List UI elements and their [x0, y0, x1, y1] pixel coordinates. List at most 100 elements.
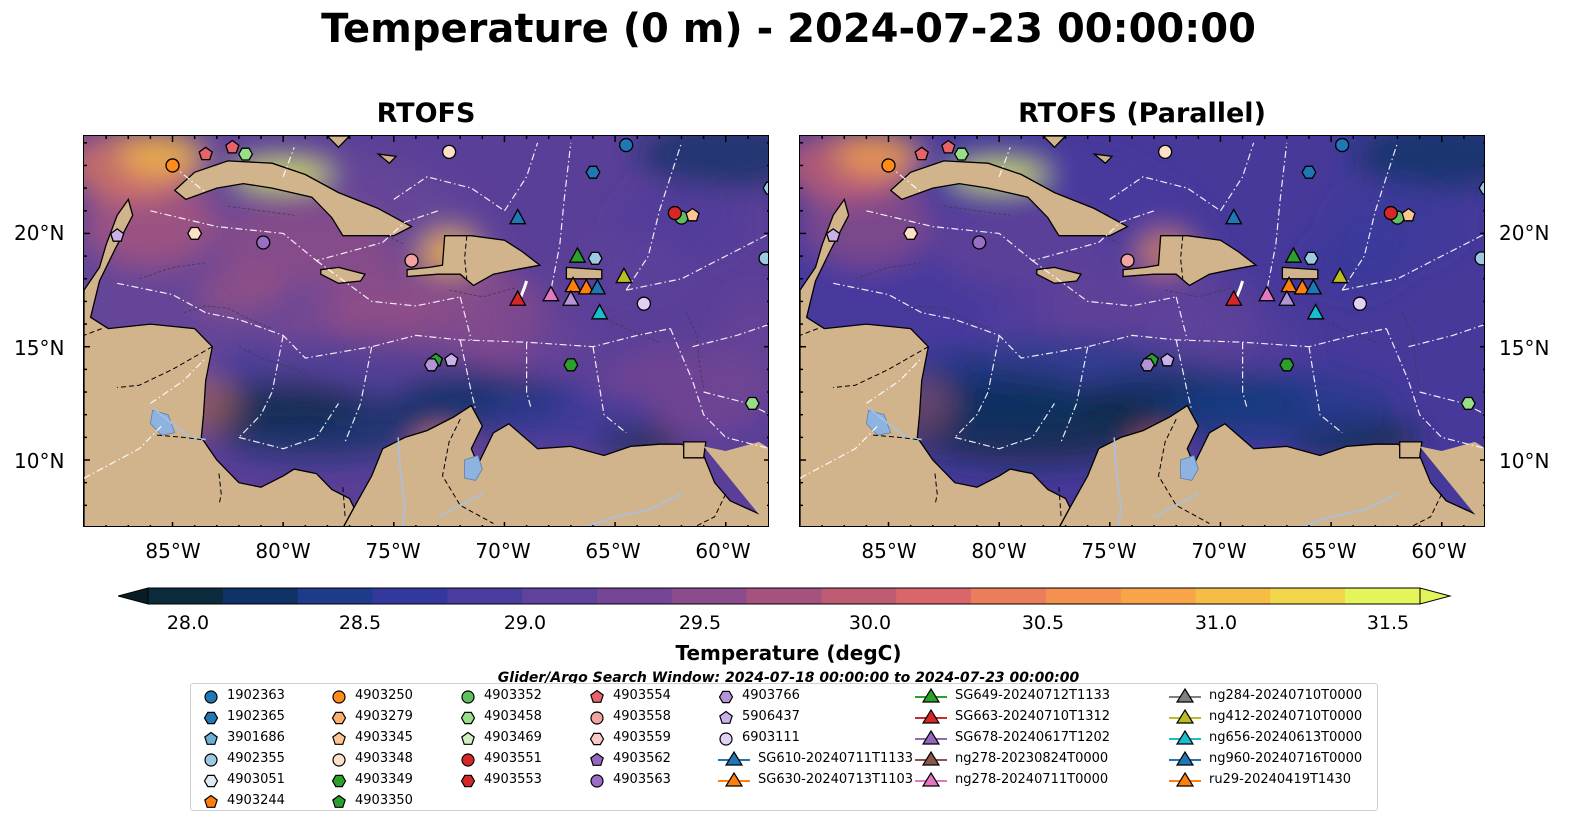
panel-title-rtofs: RTOFS	[376, 98, 476, 129]
legend-symbol	[1175, 729, 1195, 745]
marker-4903348[interactable]	[441, 144, 457, 160]
marker-4903469[interactable]	[237, 147, 254, 161]
marker-4902355b[interactable]	[1474, 251, 1485, 266]
marker-4902355b[interactable]	[758, 251, 769, 266]
legend-label: 4903345	[355, 730, 413, 745]
marker-ru29-20240419T1430[interactable]	[577, 278, 596, 295]
legend-item: 4903562	[587, 748, 671, 769]
eez-line	[1408, 324, 1484, 348]
marker-4903563[interactable]	[256, 235, 271, 250]
marker-SG649-20240712T1133[interactable]	[1284, 246, 1303, 263]
marker-SG649-20240712T1133[interactable]	[568, 246, 587, 263]
marker-6903111[interactable]	[636, 296, 652, 311]
marker-4903559[interactable]	[187, 226, 203, 240]
marker-4903244[interactable]	[198, 146, 213, 161]
lat-label-15n-right: 15°N	[1499, 336, 1550, 360]
legend-label: 4903559	[613, 730, 671, 745]
marker-ng278-20240711T0000[interactable]	[1258, 285, 1276, 302]
marker-SG630-20240713T1103[interactable]	[564, 276, 582, 293]
legend-label: SG663-20240710T1312	[955, 709, 1111, 724]
temperature-patch	[482, 387, 660, 442]
marker-SG663-20240710T1312[interactable]	[508, 289, 527, 306]
marker-4903345[interactable]	[1401, 207, 1416, 222]
marker-4903554[interactable]	[941, 139, 956, 154]
marker-SG663-20240710T1312[interactable]	[1224, 289, 1243, 306]
border-line	[342, 487, 346, 517]
marker-ru29-20240419T1430[interactable]	[1293, 278, 1312, 295]
marker-4903469[interactable]	[953, 147, 970, 161]
marker-4903558[interactable]	[1120, 253, 1135, 268]
map-panel-rtofs-parallel[interactable]	[799, 135, 1485, 527]
marker-4903458[interactable]	[744, 396, 760, 410]
lon-label-85w-b: 85°W	[861, 539, 917, 563]
legend-item: ng656-20240613T0000	[1167, 727, 1362, 748]
legend-item: 4903352	[458, 685, 542, 706]
marker-6903111[interactable]	[1352, 296, 1368, 311]
marker-4902355[interactable]	[587, 251, 603, 265]
marker-ng278-20240711T0000[interactable]	[542, 285, 560, 302]
platform-markers	[825, 137, 1485, 410]
marker-4903766[interactable]	[1139, 358, 1156, 372]
legend-label: 6903111	[742, 730, 800, 745]
marker-SG678-20240617T1202[interactable]	[562, 289, 580, 306]
marker-ng412-20240710T0000[interactable]	[1331, 266, 1349, 284]
marker-4903763[interactable]	[1383, 205, 1398, 221]
map-panel-rtofs[interactable]	[83, 135, 769, 527]
marker-1902363[interactable]	[1335, 137, 1350, 153]
lat-label-10n-left: 10°N	[14, 449, 65, 473]
border-line	[84, 328, 102, 336]
marker-4903554[interactable]	[225, 139, 240, 154]
river	[1301, 493, 1398, 526]
legend-item: 1902363	[201, 685, 285, 706]
marker-ng412-20240710T0000[interactable]	[615, 266, 633, 284]
border-line	[441, 418, 494, 524]
marker-SG610-20240711T1133[interactable]	[508, 208, 527, 225]
eez-line	[625, 142, 683, 291]
marker-4903563[interactable]	[972, 235, 987, 250]
marker-4903051[interactable]	[762, 181, 769, 195]
marker-ng656-20240613T0000[interactable]	[590, 303, 609, 320]
marker-ng960-20240716T0000[interactable]	[588, 278, 607, 295]
marker-4903348[interactable]	[1157, 144, 1173, 160]
marker-4903559[interactable]	[903, 226, 919, 240]
eez-line	[344, 346, 373, 443]
marker-5906437b[interactable]	[1160, 352, 1175, 367]
marker-4903766[interactable]	[423, 358, 440, 372]
marker-4903244[interactable]	[914, 146, 929, 161]
legend-symbol	[921, 729, 941, 745]
land-bahamas1	[1042, 136, 1067, 149]
marker-ng960-20240716T0000[interactable]	[1304, 278, 1323, 295]
marker-SG610-20240711T1133[interactable]	[1224, 208, 1243, 225]
marker-4903558[interactable]	[404, 253, 419, 268]
legend-item: 4902355	[201, 748, 285, 769]
depth-contour	[685, 312, 705, 388]
marker-4903250[interactable]	[165, 158, 180, 173]
marker-4903349[interactable]	[1279, 358, 1295, 372]
legend-marker-circle	[332, 689, 346, 704]
marker-4903458[interactable]	[1460, 396, 1476, 410]
marker-1902365[interactable]	[585, 165, 601, 179]
border-line	[464, 235, 468, 279]
marker-ng656-20240613T0000[interactable]	[1306, 303, 1325, 320]
colorbar-label: Temperature (degC)	[675, 641, 902, 665]
legend-marker-circle	[461, 689, 475, 704]
marker-1902365[interactable]	[1301, 165, 1317, 179]
marker-5906437[interactable]	[825, 228, 841, 242]
marker-4903763[interactable]	[667, 205, 682, 221]
marker-4903349[interactable]	[563, 358, 579, 372]
depth-contour	[1401, 312, 1421, 388]
marker-4903250[interactable]	[881, 158, 896, 173]
eez-line	[1242, 342, 1248, 409]
marker-4903345[interactable]	[685, 207, 700, 222]
marker-SG678-20240617T1202[interactable]	[1278, 289, 1296, 306]
marker-4903051[interactable]	[1478, 181, 1485, 195]
marker-1902363[interactable]	[619, 137, 634, 153]
marker-4902355[interactable]	[1303, 251, 1319, 265]
eez-line	[1175, 339, 1193, 411]
marker-5906437[interactable]	[109, 228, 125, 242]
lon-label-70w-a: 70°W	[475, 539, 531, 563]
marker-SG630-20240713T1103[interactable]	[1280, 276, 1298, 293]
marker-5906437b[interactable]	[444, 352, 459, 367]
temperature-patch	[117, 136, 206, 177]
depth-contour	[227, 205, 295, 216]
